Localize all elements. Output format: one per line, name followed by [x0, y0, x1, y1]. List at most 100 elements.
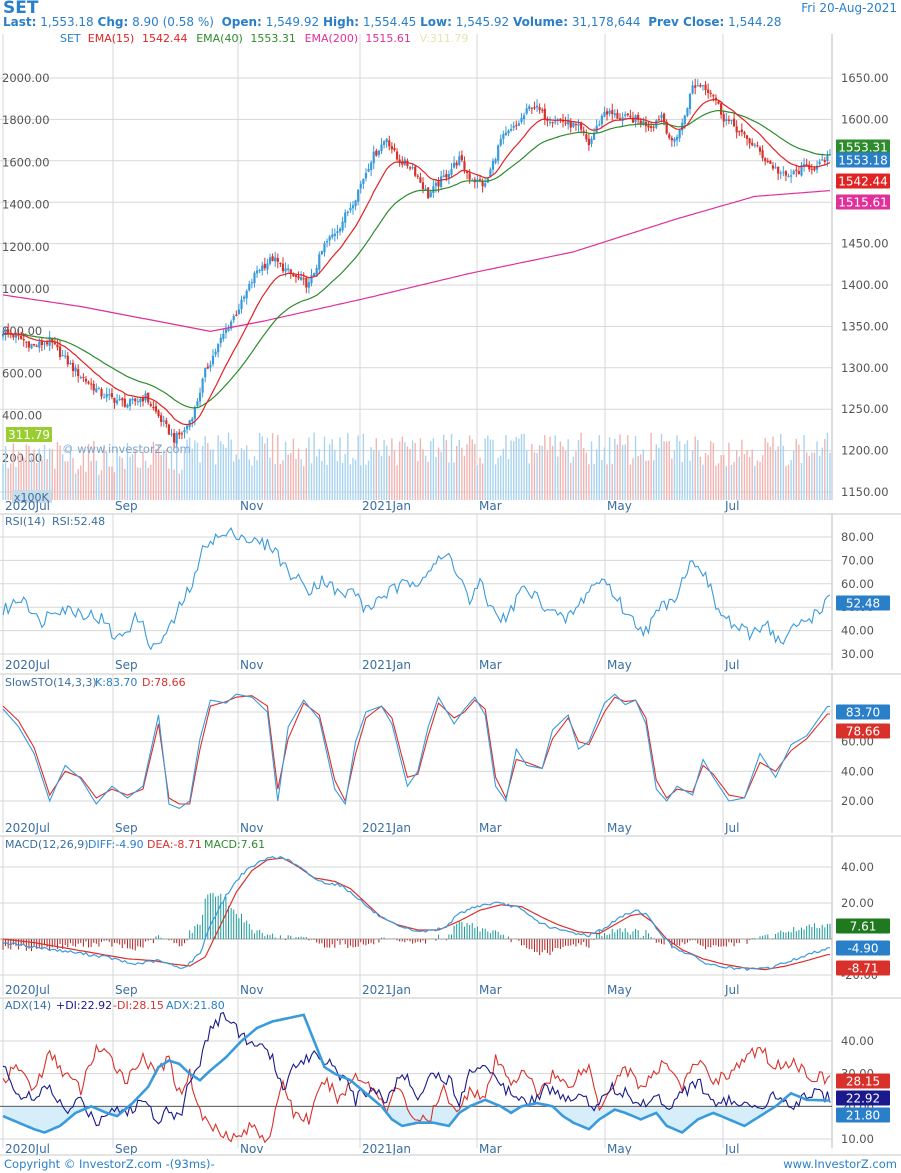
price-left-y-tick: 800.00 [2, 324, 42, 338]
rsi-y-tick: 40.00 [841, 624, 874, 638]
candle-body [673, 138, 676, 142]
candle-body [323, 243, 326, 253]
candle-body [268, 257, 272, 264]
candle-body [385, 138, 388, 143]
volume-unit-bg [12, 490, 52, 503]
rsi-y-tick: 60.00 [841, 577, 874, 591]
stoch-title: SlowSTO(14,3,3) [5, 676, 97, 689]
candle-body [670, 138, 673, 141]
candle-body [745, 135, 749, 139]
rsi-value: RSI:52.48 [52, 515, 105, 528]
stoch-x-label: 2021Jan [362, 821, 411, 835]
adx-diplus-line [2, 1012, 831, 1127]
ema15-badge: 1542.44 [838, 175, 888, 189]
candle-body [738, 131, 741, 133]
price-right-y-tick: 1400.00 [841, 278, 889, 292]
price-x-label: Jul [724, 499, 739, 513]
candle-body [30, 344, 33, 349]
macd-title: MACD(12,26,9) [5, 838, 89, 851]
candle-body [769, 160, 772, 164]
candle-body [764, 158, 767, 162]
candle-body [569, 121, 572, 128]
candle-body [408, 167, 412, 169]
candle-body [424, 188, 427, 190]
candle-body [572, 122, 575, 127]
price-right-y-tick: 1200.00 [841, 444, 889, 458]
adx-adx-badge-bg [836, 1107, 890, 1123]
candle-body [481, 181, 484, 187]
candle-body [294, 275, 298, 277]
price-right-y-tick: 1250.00 [841, 402, 889, 416]
adx-diplus-badge: 22.92 [846, 1092, 880, 1106]
prev-close-value: 1,544.28 [728, 15, 782, 29]
candle-body [227, 328, 230, 331]
candle-body [38, 341, 41, 348]
candle-body [748, 138, 751, 144]
candle-body [82, 377, 85, 379]
symbol-title: SET [3, 0, 39, 18]
price-legend-item: EMA(40) [196, 32, 243, 45]
candle-body [595, 125, 598, 133]
candle-body [810, 168, 813, 170]
candle-body [587, 138, 590, 146]
candle-body [440, 176, 443, 187]
candle-body [341, 221, 344, 231]
adx-diminus-badge: 28.15 [846, 1075, 880, 1089]
candle-body [668, 134, 671, 138]
candle-body [4, 330, 7, 335]
candle-body [276, 258, 279, 262]
price-left-y-tick: 400.00 [2, 409, 42, 423]
candle-body [258, 270, 261, 272]
candle-body [650, 126, 653, 129]
stoch-d-value: D:78.66 [142, 676, 186, 689]
candle-body [160, 415, 163, 422]
macd-hist-value: MACD:7.61 [204, 838, 265, 851]
candle-body [243, 296, 246, 299]
high-value: 1,554.45 [362, 15, 417, 29]
candle-body [533, 107, 536, 109]
candle-body [261, 265, 264, 271]
candle-body [639, 120, 642, 125]
candle-body [543, 108, 546, 120]
candle-body [325, 241, 329, 243]
price-legend-item: EMA(15) [88, 32, 135, 45]
footer-site-link[interactable]: www.InvestorZ.com [783, 1157, 897, 1171]
adx-title: ADX(14) [5, 999, 51, 1012]
candle-body [406, 160, 409, 167]
candle-body [165, 420, 168, 425]
candle-body [279, 262, 282, 264]
candle-body [489, 169, 492, 177]
price-legend-item: 1515.61 [365, 32, 411, 45]
candle-body [173, 433, 176, 443]
candle-body [611, 110, 614, 115]
candle-body [494, 159, 497, 163]
candle-body [349, 207, 352, 211]
candle-body [388, 140, 391, 147]
candle-body [357, 189, 360, 202]
quote-header: SET Fri 20-Aug-2021 Last: 1,553.18 Chg: … [0, 0, 901, 32]
candle-body [297, 276, 300, 279]
candle-body [629, 115, 632, 117]
candle-body [266, 263, 269, 270]
candle-body [56, 344, 59, 348]
candle-body [450, 168, 453, 175]
stoch-x-label: Mar [479, 821, 502, 835]
stoch-y-tick: 40.00 [841, 764, 874, 778]
last-label: Last: [3, 15, 37, 29]
candle-body [675, 136, 679, 141]
candle-body [33, 344, 36, 346]
candle-body [517, 123, 521, 126]
stoch-d-line [2, 695, 830, 805]
candle-body [574, 123, 578, 125]
candle-body [108, 394, 111, 396]
ema200-badge: 1515.61 [838, 196, 888, 210]
candle-body [284, 268, 287, 272]
candle-body [359, 183, 362, 189]
candle-body [131, 398, 134, 401]
candle-body [535, 105, 539, 108]
adx-y-tick: 10.00 [841, 1132, 874, 1146]
candle-body [411, 167, 414, 169]
stoch-k-badge-bg [836, 704, 890, 720]
candle-body [12, 334, 15, 338]
